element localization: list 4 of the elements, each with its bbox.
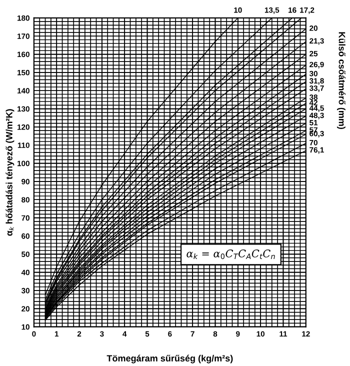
y-axis-title: α$_{k}$ hőátadási tényező (W/m²K) bbox=[6, 109, 14, 236]
text: α$_{k}$ = α$_{0}$C$_{T}$C$_{A}$C$_{t}$C$_{n}$ bbox=[186, 250, 275, 260]
x-axis-title: Tömegáram sűrűség (kg/m²s) bbox=[106, 354, 233, 364]
y2-axis-title: Külső csőátmérő (mm) bbox=[337, 32, 346, 129]
